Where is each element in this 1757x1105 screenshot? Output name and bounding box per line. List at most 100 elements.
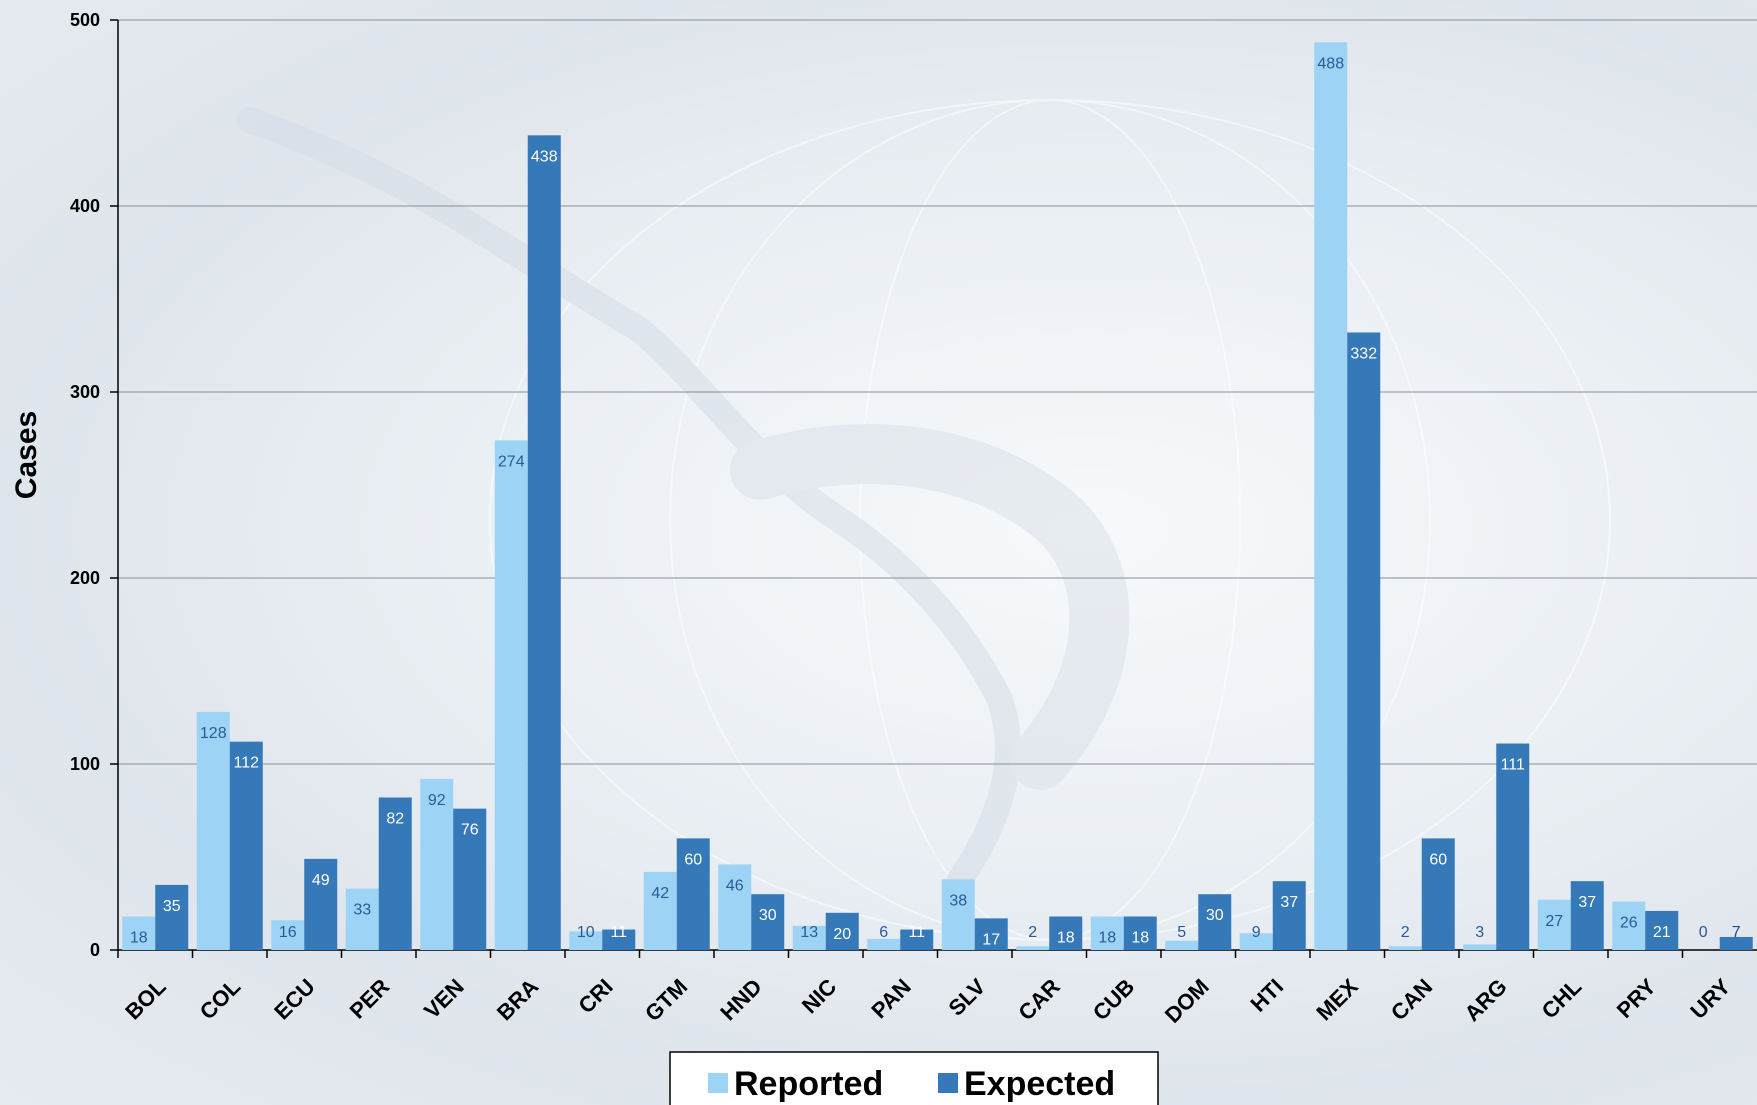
bar-reported <box>271 920 305 950</box>
data-label-expected: 438 <box>531 148 558 165</box>
bar-reported <box>569 931 603 950</box>
x-tick-label: VEN <box>419 974 469 1024</box>
data-label-reported: 9 <box>1252 924 1261 941</box>
x-tick-label: BRA <box>492 974 543 1025</box>
x-tick-label: CRI <box>573 974 617 1018</box>
legend-label-expected: Expected <box>964 1065 1115 1103</box>
data-label-reported: 3 <box>1475 924 1484 941</box>
bar-expected <box>1198 894 1232 950</box>
bar-reported <box>494 440 528 950</box>
data-label-reported: 42 <box>651 885 669 902</box>
data-label-reported: 274 <box>498 453 525 470</box>
data-label-expected: 60 <box>1429 851 1447 868</box>
x-tick-label: DOM <box>1160 974 1214 1028</box>
data-label-expected: 82 <box>386 810 404 827</box>
x-tick-label: NIC <box>797 974 842 1019</box>
data-label-reported: 0 <box>1699 924 1708 941</box>
x-tick-label: BOL <box>120 974 171 1025</box>
data-label-reported: 16 <box>279 924 297 941</box>
x-tick-label: HTI <box>1246 974 1289 1017</box>
data-label-reported: 92 <box>428 792 446 809</box>
y-tick-labels: 0 100 200 300 400 500 <box>70 10 100 960</box>
legend: Reported Expected <box>669 1051 1159 1105</box>
bar-reported <box>1314 42 1348 950</box>
data-label-reported: 38 <box>949 892 967 909</box>
data-label-reported: 33 <box>353 902 371 919</box>
data-label-expected: 30 <box>1206 907 1224 924</box>
x-tick-label: CUB <box>1088 974 1139 1025</box>
legend-swatch-reported <box>708 1073 728 1093</box>
bar-expected <box>825 912 859 950</box>
data-label-reported: 26 <box>1620 915 1638 932</box>
bar-reported <box>1165 940 1199 950</box>
x-tick-label: PRY <box>1612 974 1661 1023</box>
bar-reported <box>792 925 826 950</box>
data-label-reported: 10 <box>577 924 595 941</box>
bars <box>122 42 1753 951</box>
y-tick-label: 0 <box>90 940 100 960</box>
y-tick-label: 400 <box>70 196 100 216</box>
bar-expected <box>1570 881 1604 950</box>
bar-expected <box>1123 916 1157 950</box>
data-label-expected: 20 <box>833 926 851 943</box>
bar-reported <box>643 871 677 950</box>
bar-reported <box>867 938 901 950</box>
data-label-expected: 18 <box>1131 930 1149 947</box>
data-label-expected: 17 <box>982 931 1000 948</box>
x-tick-label: ECU <box>269 974 320 1025</box>
legend-label-reported: Reported <box>734 1065 883 1103</box>
data-label-expected: 11 <box>610 924 627 941</box>
bar-reported <box>1612 901 1646 950</box>
x-tick-label: SLV <box>944 974 991 1021</box>
x-tick-label: PER <box>345 974 395 1024</box>
bar-expected <box>229 741 263 950</box>
bar-expected <box>1645 910 1679 950</box>
data-label-reported: 128 <box>200 725 227 742</box>
x-tick-label: CHL <box>1537 974 1587 1024</box>
data-label-expected: 332 <box>1350 345 1377 362</box>
bar-expected <box>1272 881 1306 950</box>
data-label-expected: 111 <box>1501 757 1525 774</box>
data-label-expected: 112 <box>233 755 259 772</box>
data-label-reported: 18 <box>130 930 148 947</box>
data-label-reported: 6 <box>879 924 888 941</box>
legend-swatch-expected <box>938 1073 958 1093</box>
data-label-reported: 488 <box>1317 55 1344 72</box>
bar-reported <box>122 916 156 950</box>
bar-reported <box>718 864 752 950</box>
data-label-expected: 30 <box>759 907 777 924</box>
bar-reported <box>1090 916 1124 950</box>
bar-reported <box>941 879 975 950</box>
bar-expected <box>1719 936 1753 950</box>
bar-reported <box>1463 944 1497 950</box>
data-label-expected: 37 <box>1578 894 1596 911</box>
data-label-reported: 5 <box>1177 924 1186 941</box>
bar-reported <box>345 888 379 950</box>
bar-reported <box>1388 946 1422 950</box>
bar-expected <box>676 838 710 950</box>
data-label-expected: 60 <box>684 851 702 868</box>
bar-expected <box>1049 916 1083 950</box>
x-tick-labels: BOL COL ECU PER VEN BRA CRI GTM HND NIC PAN SLV CAR C… <box>120 974 1735 1028</box>
bar-expected <box>602 929 636 950</box>
bar-reported <box>1537 899 1571 950</box>
bar-expected <box>527 135 561 950</box>
y-tick-label: 300 <box>70 382 100 402</box>
x-tick-label: CAN <box>1386 974 1437 1025</box>
bar-expected <box>1496 743 1530 950</box>
data-label-expected: 18 <box>1057 930 1075 947</box>
data-label-reported: 46 <box>726 877 744 894</box>
data-label-reported: 2 <box>1028 924 1037 941</box>
bar-reported <box>420 778 454 950</box>
x-tick-label: HND <box>715 974 766 1025</box>
x-tick-label: COL <box>195 974 246 1025</box>
x-tick-label: ARG <box>1460 974 1512 1026</box>
data-label-expected: 49 <box>312 872 330 889</box>
x-tick-label: PAN <box>866 974 915 1023</box>
data-label-expected: 76 <box>461 822 479 839</box>
y-axis-title: Cases <box>10 411 43 499</box>
legend-box <box>669 1051 1159 1105</box>
bar-expected <box>155 884 189 950</box>
